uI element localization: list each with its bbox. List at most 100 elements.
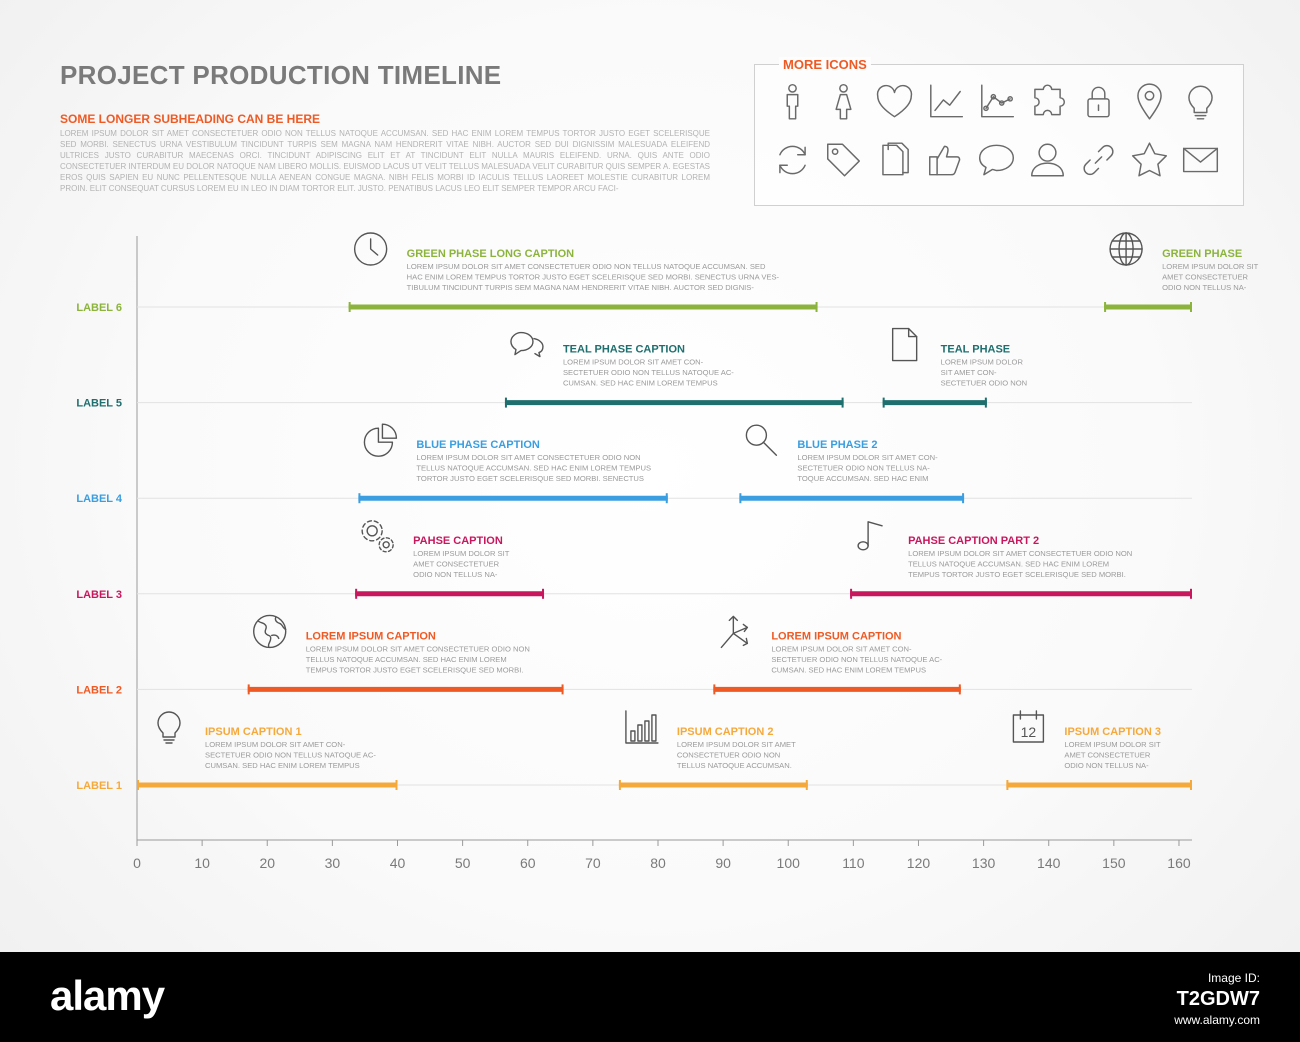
- envelope-icon: [1177, 139, 1224, 181]
- puzzle-icon: [1024, 81, 1071, 123]
- task-description-line: LOREM IPSUM DOLOR SIT AMET CONSECTETUER …: [908, 549, 1132, 558]
- task-description-line: AMET CONSECTETUER: [1064, 751, 1150, 760]
- lightbulb-icon: [1177, 81, 1224, 123]
- globe-icon: [253, 614, 287, 649]
- image-id-label: Image ID:: [1207, 971, 1260, 985]
- task-group: TEAL PHASE CAPTION LOREM IPSUM DOLOR SIT …: [504, 331, 844, 408]
- task-group: BLUE PHASE CAPTION LOREM IPSUM DOLOR SIT …: [358, 423, 668, 504]
- x-tick-label: 110: [842, 855, 865, 871]
- task-description-line: ODIO NON TELLUS NA-: [413, 570, 498, 579]
- row-label: LABEL 4: [76, 493, 123, 505]
- task-description-line: CUMSAN. SED HAC ENIM LOREM TEMPUS: [771, 665, 926, 674]
- x-tick-label: 70: [585, 855, 601, 871]
- task-caption: IPSUM CAPTION 3: [1064, 726, 1161, 738]
- task-description-line: LOREM IPSUM DOLOR SIT AMET CON-: [563, 358, 704, 367]
- task-caption: GREEN PHASE LONG CAPTION: [407, 248, 575, 260]
- task-description-line: LOREM IPSUM DOLOR SIT: [1064, 740, 1161, 749]
- task-description-line: SECTETUER ODIO NON: [941, 379, 1028, 388]
- task-group: LOREM IPSUM CAPTION LOREM IPSUM DOLOR SIT…: [713, 615, 961, 695]
- woman-icon: [820, 81, 867, 123]
- task-caption: PAHSE CAPTION PART 2: [908, 535, 1039, 547]
- location-pin-icon: [1126, 81, 1173, 123]
- task-description-line: TOQUE ACCUMSAN. SED HAC ENIM: [797, 474, 928, 483]
- x-tick-label: 100: [777, 855, 801, 871]
- task-description-line: AMET CONSECTETUER: [1162, 273, 1248, 282]
- heart-icon: [871, 81, 918, 123]
- task-group: IPSUM CAPTION 1 LOREM IPSUM DOLOR SIT AME…: [137, 711, 398, 790]
- bar-chart-icon: [625, 710, 659, 744]
- x-tick-label: 120: [907, 855, 931, 871]
- row-label: LABEL 3: [76, 589, 122, 601]
- task-caption: LOREM IPSUM CAPTION: [306, 630, 436, 642]
- task-description-line: CONSECTETUER ODIO NON: [677, 751, 780, 760]
- row-label: LABEL 5: [76, 398, 122, 410]
- icons-panel: MORE ICONS: [754, 57, 1244, 206]
- task-caption: BLUE PHASE 2: [797, 439, 877, 451]
- task-description-line: LOREM IPSUM DOLOR SIT AMET CON-: [797, 453, 938, 462]
- task-description-line: TORTOR JUSTO EGET SCELERISQUE SED MORBI.…: [416, 474, 644, 483]
- x-tick-label: 130: [972, 855, 996, 871]
- task-description-line: SECTETUER ODIO NON TELLUS NATOQUE AC-: [563, 368, 734, 377]
- task-description-line: TELLUS NATOQUE ACCUMSAN. SED HAC ENIM LO…: [306, 655, 507, 664]
- directions-icon: [720, 615, 749, 649]
- footer-bar: alamy Image ID: T2GDW7 www.alamy.com: [0, 952, 1300, 1042]
- task-description-line: SECTETUER ODIO NON TELLUS NA-: [797, 464, 930, 473]
- x-tick-label: 30: [325, 855, 341, 871]
- image-id-value: T2GDW7: [1176, 988, 1260, 1010]
- footer-logo: alamy: [50, 972, 165, 1019]
- task-description-line: LOREM IPSUM DOLOR SIT AMET CON-: [771, 644, 912, 653]
- x-tick-label: 150: [1102, 855, 1126, 871]
- man-icon: [769, 81, 816, 123]
- task-description-line: TEMPUS TORTOR JUSTO EGET SCELERISQUE SED…: [908, 570, 1126, 579]
- point-chart-icon: [973, 81, 1020, 123]
- task-description-line: TIBULUM TINCIDUNT TURPIS SEM MAGNA NAM H…: [407, 283, 755, 292]
- gears-icon: [361, 520, 394, 553]
- document-icon: [891, 327, 918, 362]
- footer-image-id: Image ID: T2GDW7 www.alamy.com: [1120, 970, 1260, 1028]
- intro-paragraph: LOREM IPSUM DOLOR SIT AMET CONSECTETUER …: [60, 129, 710, 193]
- lightbulb-icon: [157, 711, 181, 744]
- task-description-line: CUMSAN. SED HAC ENIM LOREM TEMPUS: [563, 379, 718, 388]
- x-tick-label: 80: [650, 855, 666, 871]
- clock-icon: [353, 232, 388, 266]
- task-description-line: TELLUS NATOQUE ACCUMSAN. SED HAC ENIM LO…: [416, 464, 651, 473]
- refresh-icon: [769, 139, 816, 181]
- task-description-line: TELLUS NATOQUE ACCUMSAN. SED HAC ENIM LO…: [908, 559, 1109, 568]
- task-group: LOREM IPSUM CAPTION LOREM IPSUM DOLOR SIT…: [247, 614, 564, 695]
- task-description-line: ODIO NON TELLUS NA-: [1064, 761, 1149, 770]
- task-description-line: LOREM IPSUM DOLOR SIT: [413, 549, 510, 558]
- x-tick-label: 20: [259, 855, 275, 871]
- subheading: SOME LONGER SUBHEADING CAN BE HERE: [60, 112, 321, 126]
- task-description-line: SIT AMET CON-: [941, 368, 997, 377]
- task-description-line: LOREM IPSUM DOLOR SIT AMET CONSECTETUER …: [306, 644, 530, 653]
- task-group: GREEN PHASE LONG CAPTION LOREM IPSUM DOLO…: [348, 232, 818, 312]
- task-description-line: LOREM IPSUM DOLOR SIT AMET: [677, 740, 796, 749]
- task-description-line: LOREM IPSUM DOLOR: [941, 358, 1024, 367]
- task-group: 12 IPSUM CAPTION 3 LOREM IPSUM DOLOR SIT AM…: [1006, 710, 1192, 790]
- globe-grid-icon: [1109, 232, 1143, 266]
- task-description-line: LOREM IPSUM DOLOR SIT AMET CON-: [205, 740, 346, 749]
- task-description-line: SECTETUER ODIO NON TELLUS NATOQUE AC-: [771, 655, 942, 664]
- task-description-line: AMET CONSECTETUER: [413, 559, 499, 568]
- x-tick-label: 50: [455, 855, 471, 871]
- icons-panel-title: MORE ICONS: [779, 57, 871, 72]
- star-icon: [1126, 139, 1173, 181]
- x-tick-label: 60: [520, 855, 536, 871]
- documents-icon: [871, 139, 918, 181]
- x-tick-label: 40: [390, 855, 406, 871]
- x-tick-label: 10: [194, 855, 210, 871]
- calendar-day-text: 12: [1021, 724, 1037, 740]
- thumbs-up-icon: [922, 139, 969, 181]
- row-label: LABEL 1: [76, 780, 122, 792]
- row-label: LABEL 2: [76, 684, 122, 696]
- task-description-line: ODIO NON TELLUS NA-: [1162, 283, 1247, 292]
- task-description-line: TELLUS NATOQUE ACCUMSAN.: [677, 761, 792, 770]
- site-url: www.alamy.com: [1174, 1013, 1260, 1027]
- task-caption: PAHSE CAPTION: [413, 535, 503, 547]
- task-caption: GREEN PHASE: [1162, 248, 1242, 260]
- speech-bubble-icon: [973, 139, 1020, 181]
- task-group: BLUE PHASE 2 LOREM IPSUM DOLOR SIT AMET C…: [739, 424, 965, 504]
- link-icon: [1075, 139, 1122, 181]
- page-title: PROJECT PRODUCTION TIMELINE: [60, 60, 502, 90]
